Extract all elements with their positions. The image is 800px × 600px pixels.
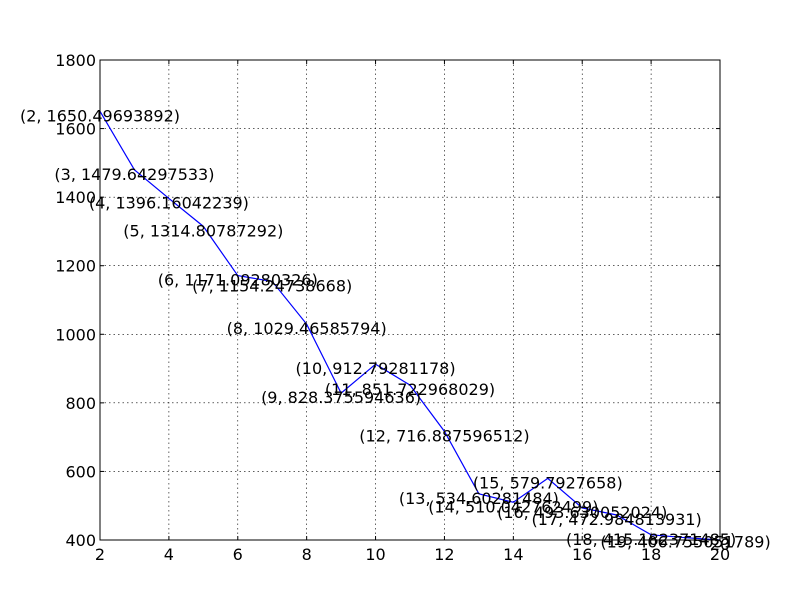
x-tick-label: 18 [641,545,661,564]
data-label: (3, 1479.64297533) [54,165,214,184]
data-labels: (2, 1650.49693892) (3, 1479.64297533) (4, … [20,106,771,554]
x-tick-label: 12 [434,545,454,564]
x-tick-label: 14 [503,545,523,564]
data-label: (18, 415.182371485) [566,530,736,549]
y-tick-label: 400 [65,531,96,550]
y-tick-label: 1000 [55,325,96,344]
axis-ticks: 2 4 6 8 10 12 14 16 18 20 400 600 800 1000 1200 1400 160… [55,51,730,564]
data-label: (13, 534.60281484) [399,489,559,508]
data-label: (10, 912.79281178) [296,359,456,378]
x-tick-label: 10 [365,545,385,564]
x-tick-label: 6 [233,545,243,564]
data-label: (5, 1314.80787292) [123,221,283,240]
grid-lines [99,59,721,541]
y-tick-label: 1600 [55,120,96,139]
data-label: (7, 1154.24738668) [192,276,352,295]
data-label: (8, 1029.46585794) [227,319,387,338]
data-label: (4, 1396.16042239) [89,193,249,212]
data-label: (11, 851.722968029) [325,380,495,399]
series-line [99,110,721,541]
x-tick-label: 20 [710,545,730,564]
data-label: (6, 1171.09280326) [158,271,318,290]
y-tick-label: 1400 [55,188,96,207]
y-tick-label: 800 [65,394,96,413]
y-tick-label: 1800 [55,51,96,70]
data-label: 20 [710,535,730,554]
data-label: (9, 828.375594636) [261,388,421,407]
data-label: (2, 1650.49693892) [20,106,180,125]
data-label: (12, 716.887596512) [359,426,529,445]
y-tick-label: 1200 [55,257,96,276]
x-tick-label: 8 [302,545,312,564]
x-tick-label: 4 [164,545,174,564]
y-tick-label: 600 [65,462,96,481]
data-label: (15, 579.7927658) [473,473,623,492]
x-tick-label: 2 [95,545,105,564]
data-label: (16, 493.630052024) [497,503,667,522]
x-tick-label: 16 [572,545,592,564]
plot-frame [99,59,721,541]
data-label: (19, 406.755051789) [600,533,770,552]
data-label: (14, 510.042762499) [428,497,598,516]
data-label: (17, 472.984813931) [532,510,702,529]
